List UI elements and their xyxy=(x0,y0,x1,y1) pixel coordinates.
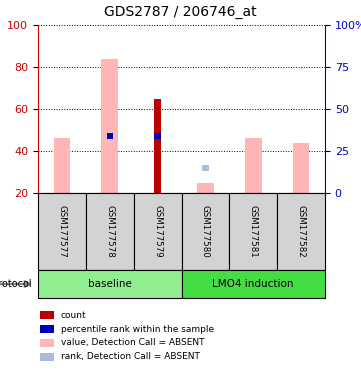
Text: percentile rank within the sample: percentile rank within the sample xyxy=(61,324,214,333)
Bar xyxy=(53,138,70,193)
Bar xyxy=(38,193,86,270)
Bar xyxy=(155,133,161,139)
Text: protocol: protocol xyxy=(0,279,32,289)
Text: GSM177581: GSM177581 xyxy=(249,205,258,258)
Text: GSM177578: GSM177578 xyxy=(105,205,114,258)
Bar xyxy=(106,133,113,139)
Bar xyxy=(182,193,229,270)
Bar xyxy=(86,193,134,270)
Text: count: count xyxy=(61,311,87,319)
Text: value, Detection Call = ABSENT: value, Detection Call = ABSENT xyxy=(61,339,204,348)
Text: GSM177579: GSM177579 xyxy=(153,205,162,258)
Bar xyxy=(155,99,161,193)
Text: GSM177582: GSM177582 xyxy=(297,205,305,258)
Bar xyxy=(182,270,325,298)
Text: GSM177577: GSM177577 xyxy=(57,205,66,258)
Bar xyxy=(245,138,262,193)
Bar xyxy=(277,193,325,270)
Bar xyxy=(197,182,214,193)
Text: baseline: baseline xyxy=(88,279,132,289)
Text: rank, Detection Call = ABSENT: rank, Detection Call = ABSENT xyxy=(61,353,200,361)
Text: GDS2787 / 206746_at: GDS2787 / 206746_at xyxy=(104,5,257,19)
Bar xyxy=(229,193,277,270)
Text: GSM177580: GSM177580 xyxy=(201,205,210,258)
Bar xyxy=(202,165,209,171)
Bar xyxy=(134,193,182,270)
Bar xyxy=(38,270,182,298)
Text: LMO4 induction: LMO4 induction xyxy=(213,279,294,289)
Bar xyxy=(293,142,309,193)
Bar xyxy=(101,59,118,193)
